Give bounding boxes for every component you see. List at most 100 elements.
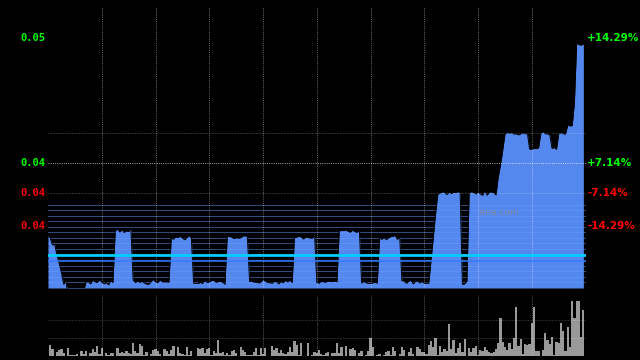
Bar (58, 350, 60, 356)
Bar (378, 354, 381, 356)
Bar (369, 338, 372, 356)
Bar (323, 355, 324, 356)
Bar (143, 355, 145, 356)
Bar (468, 348, 470, 356)
Bar (513, 338, 515, 356)
Bar (358, 353, 360, 356)
Bar (535, 351, 538, 356)
Bar (477, 355, 479, 356)
Bar (204, 352, 206, 356)
Bar (470, 352, 472, 356)
Bar (488, 352, 490, 356)
Bar (548, 343, 551, 356)
Bar (560, 323, 562, 356)
Bar (141, 346, 143, 356)
Bar (421, 352, 423, 356)
Bar (423, 352, 426, 356)
Bar (562, 331, 564, 356)
Bar (90, 353, 92, 356)
Bar (450, 348, 452, 356)
Bar (459, 343, 461, 356)
Bar (224, 355, 226, 356)
Bar (83, 354, 85, 356)
Bar (282, 353, 284, 356)
Bar (130, 354, 132, 356)
Bar (351, 348, 354, 356)
Bar (445, 351, 448, 356)
Bar (220, 353, 221, 356)
Bar (85, 351, 87, 356)
Bar (190, 351, 193, 356)
Bar (441, 352, 444, 356)
Bar (475, 346, 477, 356)
Bar (99, 354, 100, 356)
Bar (289, 347, 291, 356)
Bar (212, 351, 215, 356)
Bar (504, 347, 506, 356)
Bar (318, 351, 320, 356)
Bar (152, 350, 154, 356)
Bar (168, 354, 170, 356)
Bar (566, 327, 569, 356)
Bar (367, 351, 369, 356)
Bar (557, 343, 560, 356)
Bar (448, 324, 450, 356)
Bar (551, 337, 553, 356)
Bar (293, 341, 296, 356)
Bar (463, 339, 466, 356)
Bar (511, 349, 513, 356)
Bar (556, 342, 557, 356)
Bar (159, 354, 161, 356)
Bar (184, 355, 186, 356)
Bar (401, 347, 403, 356)
Bar (385, 352, 387, 356)
Bar (215, 353, 217, 356)
Bar (94, 352, 96, 356)
Bar (211, 355, 212, 356)
Bar (235, 353, 237, 356)
Bar (208, 348, 211, 356)
Bar (186, 347, 188, 356)
Bar (230, 351, 233, 356)
Bar (580, 337, 582, 356)
Text: -14.29%: -14.29% (588, 221, 635, 231)
Bar (383, 355, 385, 356)
Bar (497, 342, 499, 356)
Bar (444, 349, 445, 356)
Bar (390, 355, 392, 356)
Bar (298, 355, 300, 356)
Bar (278, 352, 280, 356)
Bar (452, 340, 454, 356)
Bar (51, 349, 54, 356)
Bar (399, 354, 401, 356)
Text: sina.com: sina.com (478, 208, 518, 217)
Bar (199, 349, 202, 356)
Bar (264, 348, 266, 356)
Bar (63, 353, 65, 356)
Bar (188, 355, 190, 356)
Bar (332, 353, 333, 356)
Text: 0.04: 0.04 (20, 188, 45, 198)
Bar (60, 349, 63, 356)
Bar (327, 352, 329, 356)
Bar (345, 346, 347, 356)
Bar (150, 354, 152, 356)
Bar (522, 355, 524, 356)
Bar (479, 350, 481, 356)
Bar (74, 355, 76, 356)
Bar (123, 353, 125, 356)
Bar (275, 348, 278, 356)
Bar (515, 307, 517, 356)
Bar (490, 353, 493, 356)
Bar (533, 307, 535, 356)
Bar (251, 355, 253, 356)
Bar (419, 348, 421, 356)
Bar (493, 352, 495, 356)
Bar (338, 353, 340, 356)
Bar (116, 348, 118, 356)
Bar (181, 355, 184, 356)
Bar (108, 355, 109, 356)
Bar (134, 351, 136, 356)
Bar (260, 348, 262, 356)
Text: +7.14%: +7.14% (588, 158, 632, 168)
